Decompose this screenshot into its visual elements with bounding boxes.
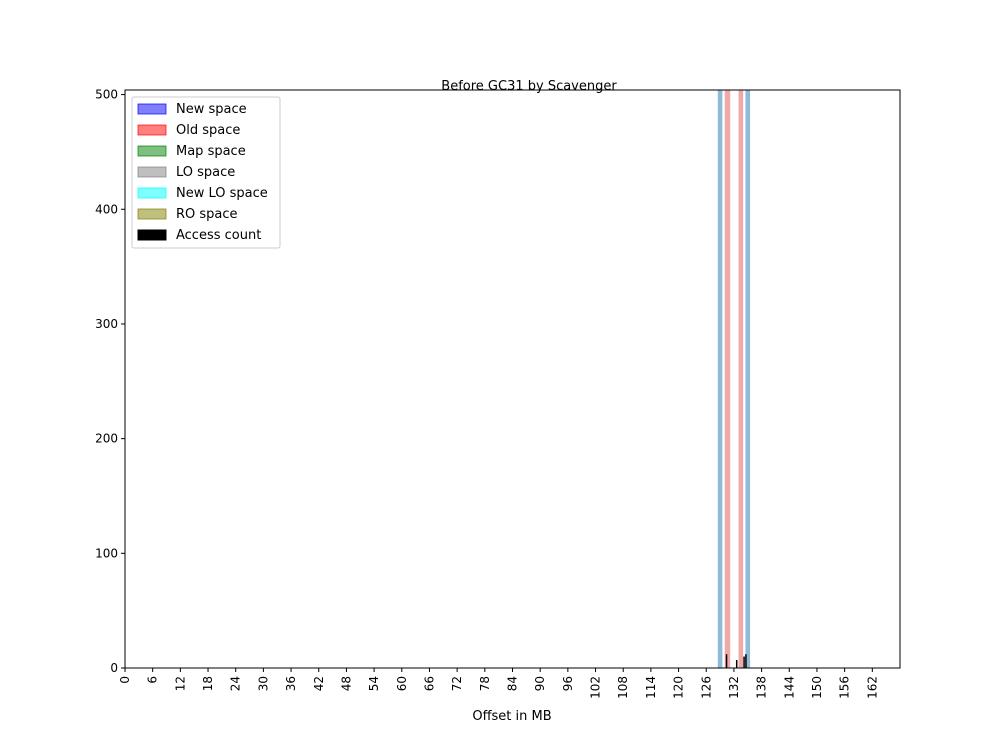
space-bar bbox=[724, 90, 731, 668]
x-tick-label: 90 bbox=[533, 676, 547, 691]
access-count-layer bbox=[725, 654, 747, 668]
x-tick-label: 0 bbox=[118, 676, 132, 684]
x-tick-label: 72 bbox=[450, 676, 464, 691]
space-bar bbox=[717, 90, 723, 668]
x-tick-label: 102 bbox=[589, 676, 603, 699]
legend-label: Old space bbox=[176, 123, 240, 138]
x-tick-label: 30 bbox=[256, 676, 270, 691]
legend-swatch bbox=[137, 103, 167, 115]
space-bar bbox=[738, 90, 744, 668]
x-tick-label: 138 bbox=[755, 676, 769, 699]
y-tick-label: 500 bbox=[95, 88, 118, 102]
legend-swatch bbox=[137, 208, 167, 220]
x-tick-label: 12 bbox=[173, 676, 187, 691]
x-tick-label: 144 bbox=[782, 676, 796, 699]
x-tick-label: 162 bbox=[865, 676, 879, 699]
legend: New space Old space Map space LO space New L… bbox=[131, 96, 281, 249]
bars-layer bbox=[717, 90, 751, 668]
y-tick-label: 100 bbox=[95, 546, 118, 560]
x-tick-label: 18 bbox=[201, 676, 215, 691]
access-count-bar bbox=[735, 659, 738, 668]
legend-swatch bbox=[137, 145, 167, 157]
legend-swatch bbox=[137, 124, 167, 136]
x-tick-label: 24 bbox=[229, 676, 243, 691]
legend-label: Access count bbox=[176, 228, 261, 243]
x-tick-label: 60 bbox=[395, 676, 409, 691]
legend-swatch bbox=[137, 166, 167, 178]
space-bar bbox=[745, 90, 751, 668]
x-tick-label: 114 bbox=[644, 676, 658, 699]
x-tick-label: 120 bbox=[672, 676, 686, 699]
x-tick-label: 36 bbox=[284, 676, 298, 691]
access-count-bar bbox=[745, 654, 747, 668]
x-tick-label: 48 bbox=[339, 676, 353, 691]
chart-title: Before GC31 by Scavenger bbox=[441, 79, 617, 94]
x-tick-label: 42 bbox=[312, 676, 326, 691]
y-tick-label: 0 bbox=[110, 661, 118, 675]
legend-swatch bbox=[137, 229, 167, 241]
legend-label: Map space bbox=[176, 144, 246, 159]
access-count-bar bbox=[743, 656, 745, 668]
x-tick-label: 108 bbox=[616, 676, 630, 699]
x-tick-label: 156 bbox=[838, 676, 852, 699]
x-tick-label: 132 bbox=[727, 676, 741, 699]
y-axis-ticks: 0 100 200 300 400 500 bbox=[95, 88, 125, 675]
legend-label: LO space bbox=[176, 165, 235, 180]
x-tick-label: 54 bbox=[367, 676, 381, 691]
y-tick-label: 300 bbox=[95, 317, 118, 331]
legend-label: New LO space bbox=[176, 186, 268, 201]
x-tick-label: 96 bbox=[561, 676, 575, 691]
legend-box bbox=[131, 96, 281, 249]
access-count-bar bbox=[725, 654, 728, 668]
x-tick-label: 66 bbox=[422, 676, 436, 691]
x-axis-label: Offset in MB bbox=[472, 709, 551, 724]
x-tick-label: 84 bbox=[506, 676, 520, 691]
legend-label: RO space bbox=[176, 207, 238, 222]
x-axis-ticks: 0 6 12 18 24 30 36 42 48 54 60 66 72 78 84 90 96 102 108 11… bbox=[118, 668, 879, 699]
y-tick-label: 400 bbox=[95, 202, 118, 216]
x-tick-label: 78 bbox=[478, 676, 492, 691]
legend-swatch bbox=[137, 187, 167, 199]
x-tick-label: 6 bbox=[146, 676, 160, 684]
x-tick-label: 150 bbox=[810, 676, 824, 699]
x-tick-label: 126 bbox=[699, 676, 713, 699]
y-tick-label: 200 bbox=[95, 432, 118, 446]
legend-label: New space bbox=[176, 102, 247, 117]
